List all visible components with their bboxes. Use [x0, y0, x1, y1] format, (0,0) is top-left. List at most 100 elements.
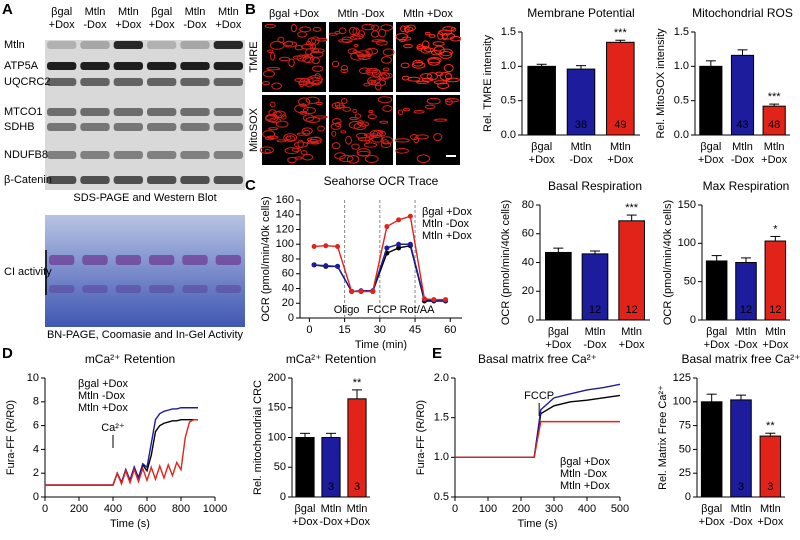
blot-band — [113, 123, 143, 131]
cell-speck — [379, 73, 388, 81]
label-line: +Dox — [149, 19, 175, 31]
cell-speck — [416, 80, 430, 84]
y-tick-label: 25 — [679, 467, 691, 479]
cell-speck — [353, 43, 359, 48]
y-tick-label: 0.0 — [501, 129, 516, 141]
cell-speck — [271, 82, 282, 90]
cell-speck — [259, 146, 274, 154]
cell-speck — [377, 96, 393, 104]
chart-title: Seahorse OCR Trace — [324, 174, 439, 188]
blot-band — [47, 78, 77, 86]
label-line: +Dox — [619, 339, 645, 351]
point — [335, 263, 341, 269]
bar-label: 3 — [767, 481, 773, 493]
legend-entry: Mtln -Dox — [78, 390, 126, 402]
y-tick-label: 1.5 — [501, 26, 516, 38]
y-axis-label: OCR (pmol/min/40k cells) — [260, 196, 272, 321]
label-line: +Dox — [344, 516, 370, 528]
x-tick-label: 0 — [452, 503, 458, 515]
lane-label: βgal +Dox — [49, 6, 75, 31]
cell-speck — [302, 56, 315, 64]
y-tick-label: 0.5 — [674, 95, 689, 107]
x-tick-label: 30 — [374, 324, 386, 336]
cell-speck — [285, 135, 292, 141]
cell-speck — [433, 80, 448, 85]
significance: *** — [614, 27, 628, 39]
y-tick-label: 80 — [282, 253, 294, 265]
phase-label: Rot/AA — [400, 304, 436, 316]
blot-band — [113, 151, 143, 159]
cell-speck — [328, 32, 338, 36]
cell-speck — [367, 48, 373, 57]
cell-speck — [401, 75, 410, 81]
micro-row-label: TMRE — [248, 41, 260, 72]
panel-letter: B — [245, 1, 256, 18]
cell-speck — [345, 135, 352, 145]
x-tick-label: 200 — [512, 503, 530, 515]
chart-title: mCa²⁺ Retention — [286, 352, 376, 366]
blot-band — [113, 41, 143, 49]
panel-letter: C — [245, 177, 256, 194]
x-tick-label: 1000 — [203, 503, 227, 515]
cell-speck — [394, 138, 410, 143]
label-line: +Dox — [698, 154, 724, 166]
label-line: +Dox — [545, 339, 571, 351]
bar-label: 3 — [328, 481, 334, 493]
x-tick-label: Mtln +Dox — [619, 326, 645, 351]
x-tick-label: 60 — [444, 324, 456, 336]
cell-speck — [273, 110, 286, 118]
cell-speck — [351, 143, 360, 150]
y-tick-label: 60 — [282, 268, 294, 280]
point — [311, 243, 317, 249]
blot-band — [80, 176, 110, 184]
bar-label: 12 — [626, 304, 638, 316]
x-tick-label: βgal +Dox — [704, 326, 730, 351]
x-tick-label: βgal +Dox — [529, 141, 555, 166]
y-tick-label: 6 — [33, 420, 39, 432]
point — [370, 288, 376, 294]
blot-band — [47, 62, 77, 70]
x-tick-label: 600 — [138, 503, 156, 515]
label-line: Mtln — [760, 503, 781, 515]
x-tick-label: 800 — [172, 503, 190, 515]
cell-speck — [305, 96, 320, 104]
blot-band — [213, 41, 243, 49]
gel-band — [115, 255, 141, 265]
cell-speck — [402, 36, 412, 41]
y-tick-label: 140 — [276, 209, 294, 221]
cell-speck — [341, 36, 353, 44]
cell-speck — [309, 136, 322, 145]
label-line: Mtln — [185, 6, 206, 18]
cell-speck — [369, 129, 383, 138]
bar — [347, 398, 367, 498]
protein-label: ATP5A — [4, 60, 39, 72]
cell-speck — [381, 56, 392, 64]
cell-speck — [265, 136, 275, 141]
bar — [735, 262, 757, 321]
label-line: Mtln — [732, 141, 753, 153]
y-tick-label: 125 — [673, 372, 691, 384]
y-axis-label: Fura-FF (R/R0) — [415, 400, 427, 475]
bar — [699, 65, 723, 136]
lane-label: Mtln +Dox — [115, 6, 141, 31]
micro-row-label: MitoSOX — [248, 107, 260, 152]
label-line: -Dox — [569, 154, 593, 166]
cell-speck — [444, 73, 453, 80]
lane-label: Mtln -Dox — [183, 6, 207, 31]
gel-label: CI activity — [4, 266, 52, 278]
bar-label: 27 — [705, 119, 717, 131]
annotation: FCCP — [524, 390, 554, 402]
cell-speck — [371, 24, 380, 31]
point — [349, 288, 355, 294]
cell-speck — [309, 44, 317, 49]
cell-speck — [311, 57, 320, 65]
y-tick-label: 0.0 — [674, 129, 689, 141]
gel-band — [182, 255, 208, 265]
point — [358, 288, 364, 294]
y-tick-label: 1.0 — [674, 60, 689, 72]
cell-speck — [411, 61, 426, 69]
bar — [764, 240, 787, 321]
x-tick-label: Mtln -Dox — [731, 141, 755, 166]
gel-band — [115, 285, 141, 293]
y-tick-label: 80 — [522, 199, 534, 211]
